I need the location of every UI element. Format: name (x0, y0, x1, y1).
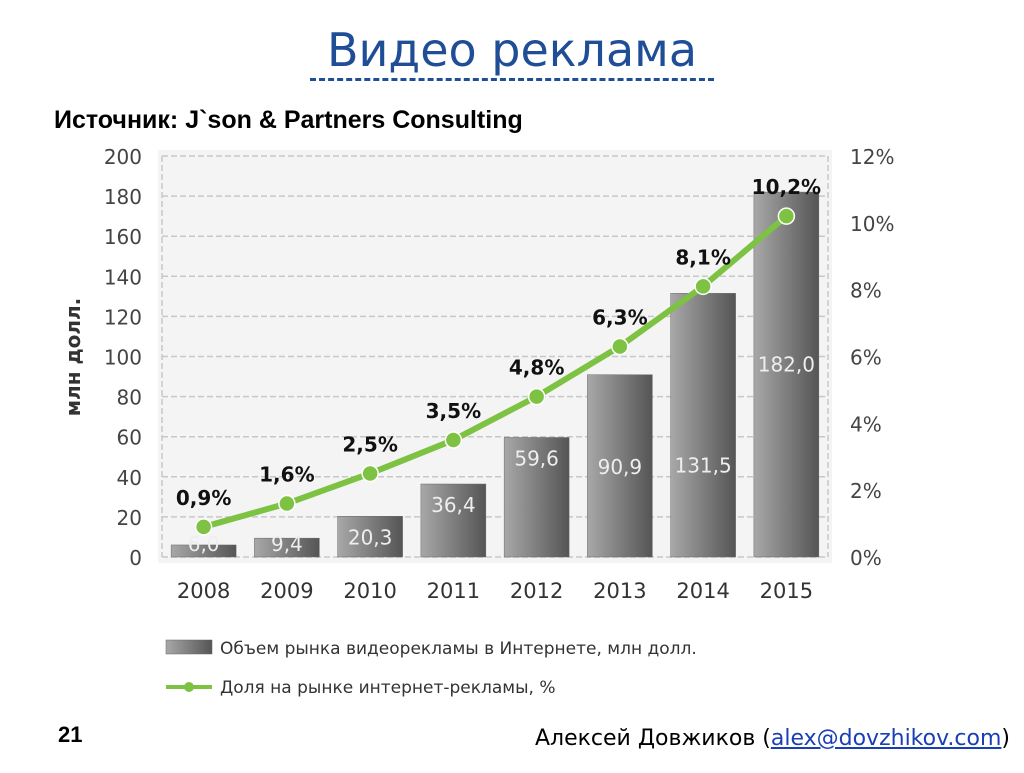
x-tick-label: 2010 (343, 579, 396, 603)
bar (587, 374, 653, 558)
bar-value-label: 59,6 (514, 447, 559, 471)
x-tick-label: 2015 (760, 579, 813, 603)
bar (254, 537, 320, 558)
bar (420, 483, 487, 558)
y-tick-label: 0 (129, 546, 142, 570)
bar (503, 437, 570, 558)
legend-line-marker (184, 682, 194, 692)
share-point (194, 518, 213, 536)
y-tick-label: 180 (104, 185, 142, 209)
bar-value-label: 20,3 (348, 525, 393, 549)
legend-bar-swatch (165, 639, 213, 655)
bar-value-label: 6,0 (188, 532, 220, 556)
bar (170, 544, 237, 558)
y2-tick-label: 12% (850, 145, 894, 169)
share-value-label: 0,9% (176, 486, 231, 510)
y-tick-label: 40 (117, 466, 142, 490)
share-value-label: 10,2% (752, 175, 821, 199)
y-tick-label: 60 (117, 426, 142, 450)
title-underline (310, 78, 714, 81)
y-tick-label: 120 (104, 305, 142, 329)
author-credit: Алексей Довжиков (alex@dovzhikov.com) (535, 726, 1010, 751)
share-value-label: 8,1% (675, 245, 730, 269)
x-tick-label: 2014 (676, 579, 729, 603)
share-point (611, 337, 629, 356)
y2-tick-label: 2% (850, 479, 882, 503)
bar-value-label: 131,5 (674, 454, 731, 478)
share-point (527, 387, 546, 406)
author-suffix: ) (1001, 726, 1010, 751)
author-email-link[interactable]: alex@dovzhikov.com (770, 726, 1002, 751)
share-point (361, 464, 379, 483)
bar-value-label: 182,0 (758, 353, 815, 377)
share-point (777, 207, 796, 225)
legend-bar-label: Объем рынка видеорекламы в Интернете, мл… (220, 639, 697, 659)
y-tick-label: 160 (104, 225, 142, 249)
y-axis-label: млн долл. (61, 298, 85, 417)
y2-tick-label: 8% (850, 279, 882, 303)
share-point (278, 494, 296, 513)
bar-value-label: 36,4 (431, 493, 476, 517)
x-tick-label: 2012 (510, 579, 563, 603)
bar-value-label: 9,4 (271, 532, 303, 556)
author-name: Алексей Довжиков ( (534, 726, 771, 751)
y-tick-label: 20 (117, 506, 142, 530)
share-value-label: 1,6% (259, 463, 314, 487)
slide-title: Видео реклама (326, 23, 698, 77)
y-tick-label: 80 (117, 386, 142, 410)
page-number: 21 (58, 722, 83, 747)
y2-tick-label: 4% (850, 412, 882, 436)
x-tick-label: 2011 (427, 579, 480, 603)
source-caption: Источник: J`son & Partners Consulting (54, 106, 523, 134)
y-tick-label: 200 (104, 145, 142, 169)
legend-line-label: Доля на рынке интернет-рекламы, % (220, 678, 556, 698)
x-tick-label: 2009 (260, 579, 313, 603)
y2-tick-label: 6% (850, 346, 882, 370)
y-tick-label: 140 (104, 265, 142, 289)
y2-tick-label: 10% (850, 212, 894, 236)
share-value-label: 3,5% (426, 399, 481, 423)
share-value-label: 4,8% (509, 356, 564, 380)
x-tick-label: 2008 (177, 579, 230, 603)
y-tick-label: 100 (104, 346, 142, 370)
bar-value-label: 90,9 (598, 455, 643, 479)
bar (337, 516, 403, 558)
share-point (444, 431, 463, 449)
x-tick-label: 2013 (593, 579, 646, 603)
y2-tick-label: 0% (850, 546, 882, 570)
share-point (694, 277, 712, 296)
share-value-label: 6,3% (592, 305, 647, 329)
share-line (202, 213, 789, 530)
bar (753, 191, 820, 558)
bar (670, 293, 736, 558)
share-value-label: 2,5% (342, 432, 397, 456)
